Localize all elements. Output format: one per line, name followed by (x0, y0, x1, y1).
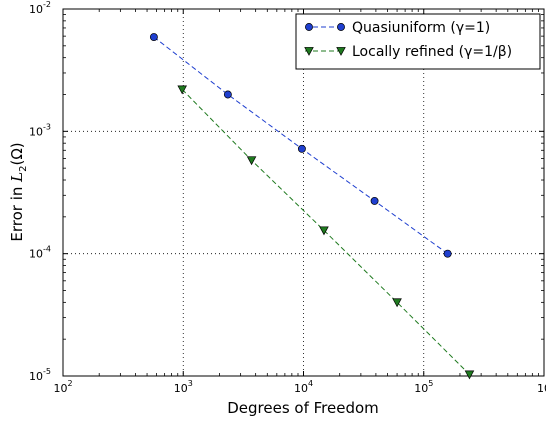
data-point (177, 85, 187, 95)
legend-marker (305, 23, 313, 31)
series-1 (149, 33, 452, 258)
legend-entry-1: Quasiuniform (γ=1) (305, 20, 490, 36)
x-axis-label: Degrees of Freedom (227, 399, 379, 417)
legend-entry-2: Locally refined (γ=1/β) (304, 44, 512, 60)
series-2 (177, 85, 475, 380)
x-tick-label: 102 (53, 379, 72, 395)
legend-label: Quasiuniform (γ=1) (352, 20, 490, 36)
data-point (223, 90, 232, 99)
data-point (392, 298, 402, 308)
y-tick-label: 10-3 (29, 122, 51, 138)
x-tick-label: 105 (414, 379, 433, 395)
data-point (443, 249, 452, 258)
data-point (370, 196, 379, 205)
y-tick-label: 10-5 (29, 367, 51, 383)
tick-marks (62, 8, 545, 377)
legend-marker (337, 23, 345, 31)
series-line (181, 89, 470, 375)
tick-labels: 102 103 104 105 10 10-2 10-3 10-4 10-5 (29, 0, 546, 395)
y-tick-label: 10-2 (29, 0, 51, 16)
legend-box (295, 13, 541, 70)
legend-marker (336, 47, 346, 56)
data-point (246, 156, 257, 166)
data-point (297, 144, 306, 153)
y-tick-label: 10-4 (29, 245, 51, 261)
legend-marker (304, 47, 314, 56)
y-axis-label: Error in L2(Ω) (8, 142, 29, 241)
grid-lines (63, 9, 544, 376)
data-point (319, 226, 329, 236)
legend: Quasiuniform (γ=1) Locally refined (γ=1/β… (295, 13, 541, 70)
legend-label: Locally refined (γ=1/β) (352, 44, 512, 60)
x-tick-label: 10 (537, 382, 546, 395)
x-tick-label: 103 (174, 379, 193, 395)
x-tick-label: 104 (294, 379, 313, 395)
data-point (464, 370, 475, 380)
data-point (149, 33, 158, 41)
series-layer (149, 33, 475, 380)
